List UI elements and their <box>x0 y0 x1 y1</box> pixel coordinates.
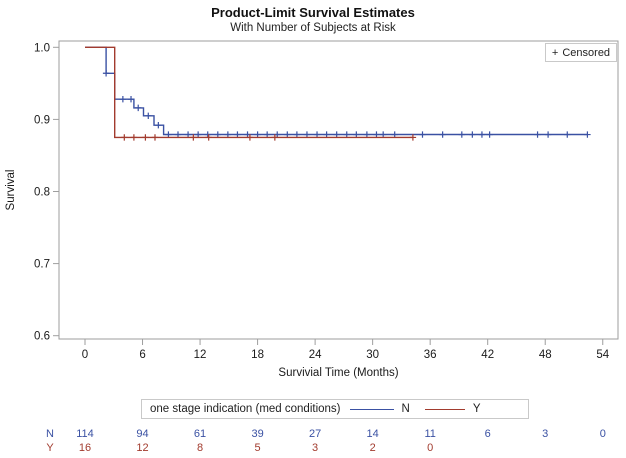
censor-mark-N <box>127 96 135 103</box>
x-tick-label: 30 <box>366 349 379 361</box>
legend-label-y: Y <box>472 403 481 415</box>
at-risk-value: 61 <box>193 428 207 440</box>
at-risk-value: 8 <box>196 441 204 454</box>
x-tick-label: 54 <box>596 349 609 361</box>
group-legend: one stage indication (med conditions) N … <box>141 399 529 419</box>
censor-mark-N <box>391 131 398 138</box>
at-risk-value: 11 <box>424 428 436 440</box>
censor-mark-N <box>544 131 552 138</box>
censored-legend-label: Censored <box>562 46 611 59</box>
plot-frame <box>58 40 619 340</box>
censor-mark-N <box>486 131 493 138</box>
censor-mark-Y <box>151 134 159 141</box>
censor-mark-N <box>184 131 192 138</box>
chart-title: Product-Limit Survival Estimates <box>211 5 415 20</box>
at-risk-value: 39 <box>251 428 264 440</box>
censor-mark-N <box>214 131 221 138</box>
censor-mark-N <box>155 121 162 129</box>
legend-line-y <box>424 408 465 410</box>
censor-mark-N <box>313 131 321 138</box>
censor-mark-N <box>174 131 182 138</box>
censor-mark-N <box>333 131 340 138</box>
censor-mark-N <box>145 112 152 119</box>
censor-mark-Y <box>205 134 212 141</box>
legend-label-n: N <box>401 403 410 415</box>
censor-mark-N <box>224 131 232 138</box>
at-risk-value: 14 <box>366 428 379 440</box>
censor-mark-N <box>584 131 591 138</box>
censor-mark-N <box>102 70 110 77</box>
chart-subtitle: With Number of Subjects at Risk <box>230 22 396 34</box>
at-risk-value: 6 <box>484 428 491 440</box>
series-Y-line <box>85 46 413 139</box>
censored-legend: + Censored <box>545 43 617 62</box>
censor-mark-N <box>165 131 172 138</box>
censor-mark-N <box>303 131 311 138</box>
at-risk-value: 3 <box>542 428 549 440</box>
y-tick-label: 1.0 <box>34 42 50 54</box>
y-tick-label: 0.6 <box>34 331 50 343</box>
y-axis-title: Survival <box>5 170 17 211</box>
at-risk-value: 5 <box>254 441 261 454</box>
censor-mark-N <box>373 131 380 138</box>
censor-mark-N <box>119 96 127 103</box>
censor-mark-Y <box>271 134 279 141</box>
censor-mark-N <box>254 131 261 138</box>
x-tick-label: 18 <box>251 349 264 361</box>
censor-mark-N <box>458 131 466 138</box>
censor-mark-N <box>439 131 446 138</box>
censor-mark-N <box>284 131 291 138</box>
at-risk-value: 16 <box>78 441 92 454</box>
y-tick-label: 0.7 <box>34 259 50 271</box>
at-risk-row-label-Y: Y <box>46 441 54 454</box>
at-risk-value: 27 <box>308 428 322 440</box>
x-tick-label: 12 <box>194 349 207 361</box>
censor-mark-N <box>194 131 202 138</box>
censor-mark-N <box>323 131 330 138</box>
at-risk-value: 0 <box>427 441 434 454</box>
censor-mark-N <box>469 131 476 138</box>
censor-mark-Y <box>130 134 138 141</box>
censor-mark-N <box>204 131 211 138</box>
at-risk-value: 0 <box>599 428 606 440</box>
censor-mark-Y <box>121 134 128 141</box>
censor-mark-N <box>564 131 571 138</box>
series-N-line <box>85 46 588 136</box>
censor-mark-N <box>419 131 426 138</box>
x-tick-label: 42 <box>481 349 494 361</box>
censor-mark-N <box>234 131 241 138</box>
censor-mark-N <box>263 131 271 138</box>
censor-mark-N <box>343 131 350 138</box>
at-risk-value: 2 <box>369 441 376 454</box>
legend-line-n <box>349 408 394 410</box>
y-tick-label: 0.9 <box>34 114 50 126</box>
x-tick-label: 24 <box>309 349 322 361</box>
y-tick-label: 0.8 <box>34 187 50 199</box>
censor-mark-N <box>353 131 360 138</box>
censor-mark-N <box>135 104 142 112</box>
at-risk-value: 94 <box>136 428 149 440</box>
x-tick-label: 48 <box>539 349 552 361</box>
at-risk-value: 12 <box>136 441 149 454</box>
at-risk-value: 3 <box>312 441 319 454</box>
survival-step-plot: 1.0 0.9 0.8 0.7 0.6 0 6 12 18 24 30 36 42 48 54 Survivi… <box>5 40 619 379</box>
at-risk-value: 114 <box>76 428 94 440</box>
x-axis-title: Survivial Time (Months) <box>278 367 398 379</box>
censor-mark-Y <box>409 134 417 141</box>
censor-mark-Y <box>190 134 197 141</box>
x-tick-label: 6 <box>139 349 145 361</box>
censor-mark-N <box>478 131 486 138</box>
censor-plus-icon: + <box>551 46 559 59</box>
group-legend-title: one stage indication (med conditions) <box>150 403 341 415</box>
censor-mark-N <box>363 131 371 138</box>
censor-mark-Y <box>142 134 149 141</box>
censor-mark-N <box>293 131 301 138</box>
censor-mark-Y <box>246 134 254 141</box>
x-tick-label: 36 <box>424 349 437 361</box>
at-risk-row-label-N: N <box>46 428 54 440</box>
censor-mark-N <box>379 131 387 138</box>
x-tick-label: 0 <box>82 349 88 361</box>
censor-mark-N <box>534 131 541 138</box>
